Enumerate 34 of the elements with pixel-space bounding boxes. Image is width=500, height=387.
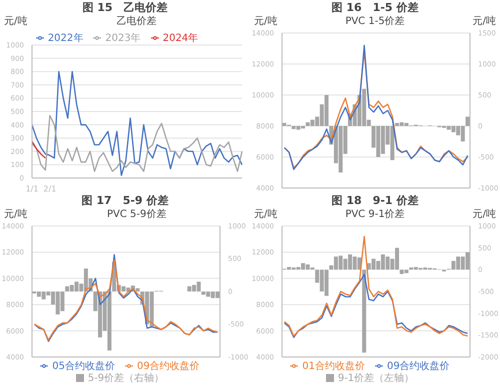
y2-axis-title: 元/吨	[472, 15, 496, 29]
chart-subtitle: 乙电价差	[116, 15, 157, 29]
y-axis-title: 元/吨	[4, 208, 28, 222]
bar	[466, 116, 470, 126]
y-axis-title: 元/吨	[254, 208, 278, 222]
legend-label: 5-9价差（右轴）	[88, 373, 164, 384]
chart-title: 图 17 5-9 价差	[80, 193, 170, 208]
legend-label: 2023年	[105, 33, 141, 44]
legend-label: 09合约收盘价	[387, 361, 450, 372]
y2-axis-title: 元/吨	[472, 208, 496, 222]
y-axis-title: 元/吨	[4, 15, 28, 29]
line-series	[31, 114, 243, 172]
bar	[372, 258, 376, 270]
chart-subtitle: PVC 9-1价差	[345, 208, 405, 222]
x-tick-label: 2/1	[43, 184, 56, 194]
chart-subtitle: PVC 5-9价差	[107, 208, 166, 222]
chart-subtitle: PVC 1-5价差	[345, 15, 405, 29]
bar	[362, 270, 366, 353]
chart-title: 图 16 1-5 价差	[330, 0, 420, 15]
bar	[395, 122, 400, 126]
y-axis-title: 元/吨	[254, 15, 278, 29]
chart-title: 图 15 乙电价差	[81, 0, 169, 15]
line-series	[31, 140, 46, 159]
line-series	[284, 274, 468, 338]
legend-label: 09合约收盘价	[137, 361, 200, 372]
x-tick-label: 1/1	[26, 184, 38, 194]
legend-label: 2022年	[48, 33, 84, 44]
legend-label: 05合约收盘价	[52, 361, 115, 372]
legend-label: 01合约收盘价	[302, 361, 365, 372]
legend-label: 9-1价差（左轴）	[338, 373, 414, 384]
line-series	[284, 236, 468, 337]
legend-label: 2024年	[162, 33, 198, 44]
line-series	[31, 70, 243, 176]
chart-title: 图 18 9-1 价差	[330, 193, 420, 208]
